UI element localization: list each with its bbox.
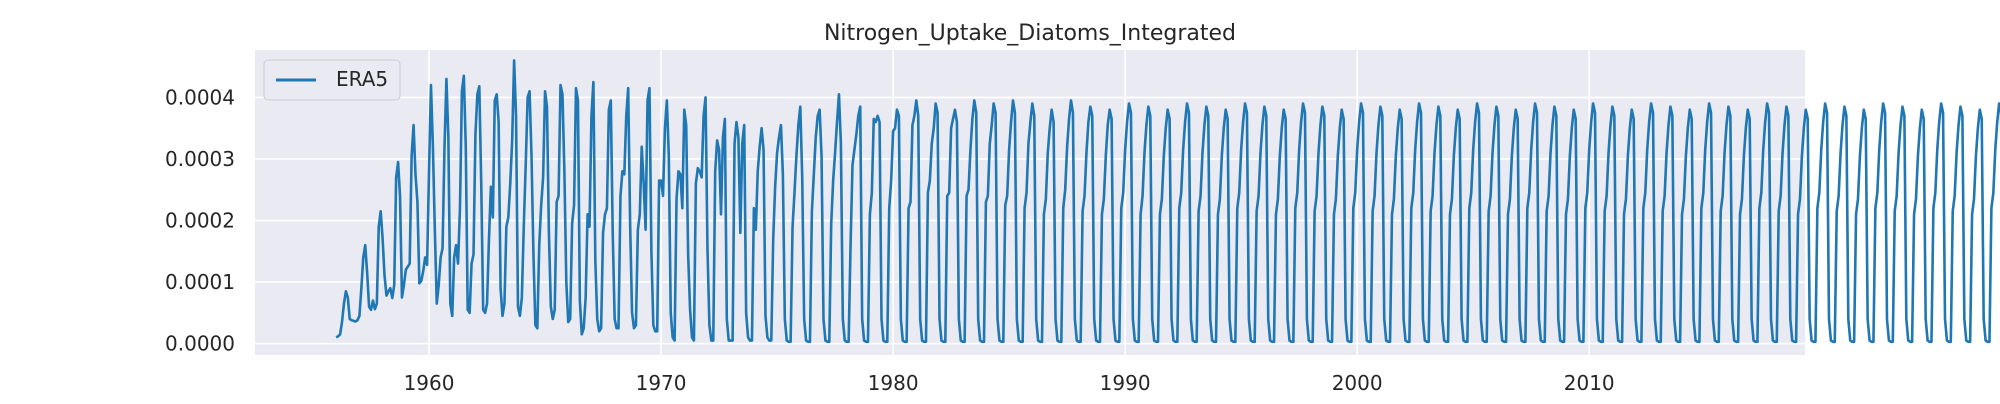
y-tick-label: 0.0004 (165, 85, 235, 109)
x-tick-label: 1970 (636, 371, 687, 395)
x-tick-label: 1990 (1100, 371, 1151, 395)
x-tick-label: 2000 (1332, 371, 1383, 395)
legend: ERA5 (263, 59, 401, 101)
x-tick-label: 2010 (1564, 371, 1615, 395)
series-layer (335, 59, 2000, 344)
x-tick-label: 1960 (404, 371, 455, 395)
plot-area (255, 50, 1805, 355)
y-tick-label: 0.0001 (165, 270, 235, 294)
tick-labels: 0.0000 0.0001 0.0002 0.0003 0.0004 1960 1970 19… (165, 85, 1615, 395)
chart-title: Nitrogen_Uptake_Diatoms_Integrated (824, 21, 1236, 46)
y-tick-label: 0.0002 (165, 209, 235, 233)
legend-label-era5: ERA5 (336, 67, 388, 91)
y-tick-label: 0.0003 (165, 147, 235, 171)
x-tick-label: 1980 (868, 371, 919, 395)
y-tick-label: 0.0000 (165, 332, 235, 356)
series-line-era5 (335, 59, 2000, 344)
legend-box (263, 59, 401, 101)
